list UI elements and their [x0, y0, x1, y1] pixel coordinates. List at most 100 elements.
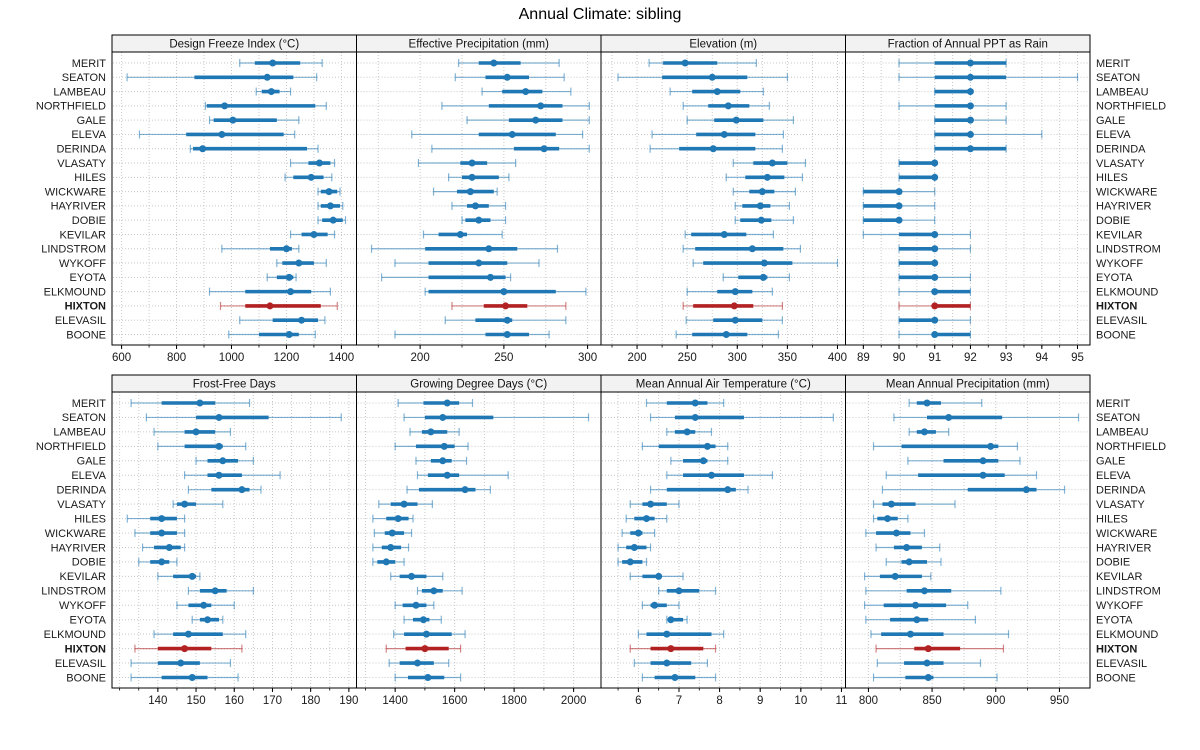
median-dot	[722, 331, 730, 338]
median-dot	[475, 216, 483, 224]
percentile-row-elkmound	[686, 287, 773, 296]
median-dot	[298, 316, 306, 324]
panel-mean-annual-air-temperature-c: Mean Annual Air Temperature (°C) 6 7 8 9 10 11	[600, 374, 847, 707]
median-dot	[931, 273, 939, 281]
percentile-row-boone	[394, 673, 462, 682]
axis-tick-label: 95	[1071, 352, 1084, 364]
site-label-right: LAMBEAU	[1096, 86, 1149, 98]
percentile-row-hiles	[872, 514, 909, 523]
median-dot	[979, 457, 987, 465]
percentile-row-hayriver	[875, 543, 941, 552]
median-dot	[421, 645, 429, 653]
percentile-row-eyota	[403, 615, 442, 624]
percentile-row-hayriver	[317, 201, 344, 210]
median-dot	[651, 601, 659, 609]
site-label-left: EYOTA	[70, 272, 107, 284]
median-dot	[502, 302, 510, 310]
site-label-right: MERIT	[1096, 398, 1131, 410]
median-dot	[903, 543, 911, 551]
median-dot	[703, 442, 711, 450]
percentile-row-seaton	[145, 413, 342, 422]
percentile-row-lambeau	[908, 427, 950, 436]
median-dot	[945, 413, 953, 421]
percentile-row-lindstrom	[370, 244, 559, 253]
median-dot	[440, 442, 448, 450]
site-label-right: GALE	[1096, 456, 1125, 468]
percentile-row-northfield	[682, 101, 770, 110]
axis-tick-label: 850	[923, 695, 942, 707]
median-dot	[891, 572, 899, 580]
median-dot	[430, 587, 438, 595]
median-dot	[655, 572, 663, 580]
median-dot	[675, 587, 683, 595]
percentile-row-wickware	[317, 187, 341, 196]
median-dot	[691, 399, 699, 407]
axis-tick-label: 250	[678, 352, 697, 364]
panel-header	[845, 374, 1091, 393]
axis-tick-label: 350	[778, 352, 797, 364]
median-dot	[931, 288, 939, 296]
median-dot	[920, 428, 928, 436]
percentile-row-eyota	[722, 273, 790, 282]
panel-design-freeze-index-c: Design Freeze Index (°C) 600 800 1000 1200 14…	[111, 34, 357, 364]
percentile-row-elevasil	[685, 316, 783, 325]
site-label-left: NORTHFIELD	[36, 441, 106, 453]
percentile-row-wykoff	[864, 601, 969, 610]
percentile-row-northfield	[441, 101, 590, 110]
site-label-right: LAMBEAU	[1096, 427, 1149, 439]
percentile-row-hiles	[448, 173, 510, 182]
site-label-right: SEATON	[1096, 412, 1140, 424]
percentile-row-eyota	[898, 273, 972, 282]
median-dot	[912, 601, 920, 609]
percentile-row-eyota	[266, 273, 297, 282]
median-dot	[540, 145, 548, 153]
percentile-row-lindstrom	[658, 586, 717, 595]
panel-header-title: Fraction of Annual PPT as Rain	[888, 39, 1048, 51]
panel-plot-area	[600, 51, 846, 346]
median-dot	[683, 428, 691, 436]
site-label-left: ELKMOUND	[44, 629, 106, 641]
percentile-row-hiles	[372, 514, 414, 523]
median-dot	[923, 659, 931, 667]
median-dot	[443, 471, 451, 479]
panel-plot-area	[356, 391, 602, 689]
median-dot	[924, 645, 932, 653]
percentile-row-wykoff	[394, 259, 540, 268]
percentile-row-derinda	[187, 485, 262, 494]
percentile-row-wickware	[862, 187, 936, 196]
median-dot	[732, 116, 740, 124]
chart-title: Annual Climate: sibling	[518, 6, 682, 23]
site-label-left: WYKOFF	[59, 258, 106, 270]
median-dot	[931, 302, 939, 310]
site-label-left: VLASATY	[57, 499, 106, 511]
axis-tick-label: 170	[263, 695, 282, 707]
median-dot	[466, 188, 474, 196]
percentile-row-eyota	[666, 615, 688, 624]
median-dot	[269, 59, 277, 67]
site-label-right: KEVILAR	[1096, 571, 1143, 583]
site-label-right: NORTHFIELD	[1096, 101, 1166, 113]
site-label-right: EYOTA	[1096, 615, 1133, 627]
axis-tick-label: 1800	[501, 695, 527, 707]
percentile-row-eyota	[191, 615, 224, 624]
percentile-row-elevasil	[444, 316, 567, 325]
percentile-row-seaton	[454, 73, 565, 82]
site-label-right: EYOTA	[1096, 272, 1133, 284]
median-dot	[758, 188, 766, 196]
site-label-right: DERINDA	[1096, 144, 1146, 156]
percentile-row-vlasaty	[629, 500, 680, 509]
axis-tick-label: 800	[167, 352, 186, 364]
percentile-row-derinda	[881, 485, 1066, 494]
percentile-row-elevasil	[388, 659, 450, 668]
median-dot	[508, 130, 516, 138]
site-label-right: DERINDA	[1096, 484, 1146, 496]
percentile-row-lindstrom	[416, 586, 463, 595]
site-label-right: HILES	[1096, 513, 1128, 525]
percentile-row-merit	[908, 399, 983, 407]
median-dot	[310, 230, 318, 238]
median-dot	[924, 674, 932, 681]
median-dot	[1022, 486, 1030, 494]
median-dot	[181, 500, 189, 508]
percentile-row-kevilar	[862, 230, 972, 239]
median-dot	[158, 558, 166, 566]
